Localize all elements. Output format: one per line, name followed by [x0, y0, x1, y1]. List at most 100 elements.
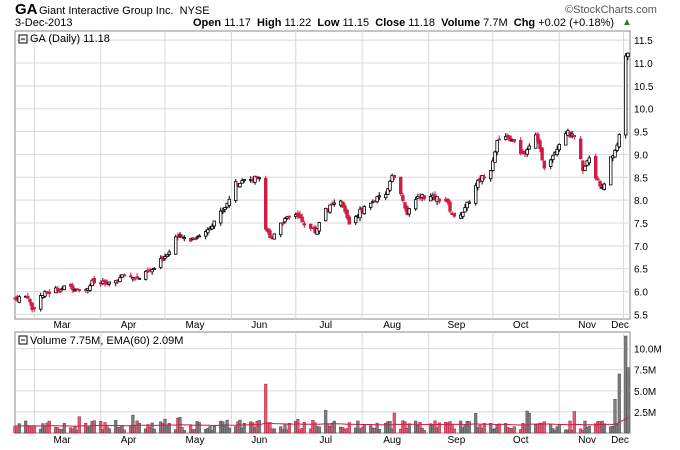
volume-panel: 2.5M 5.0M 7.5M 10.0M Volume 7.75M, EMA(60) … — [13, 331, 662, 434]
candle-body — [332, 202, 336, 205]
candle-body — [429, 195, 433, 202]
chg-value: +0.02 (+0.18%) — [538, 17, 615, 29]
volume-bar — [362, 423, 366, 434]
candle-body — [375, 196, 379, 203]
volume-bar — [324, 409, 328, 434]
candle-body — [137, 277, 141, 280]
volume-bar — [208, 426, 212, 434]
volume-bar — [512, 426, 516, 434]
volume-bar — [527, 412, 531, 434]
candle-body — [174, 236, 178, 255]
candle-body — [182, 237, 186, 240]
volume-bar — [403, 421, 407, 434]
candle-body — [463, 207, 467, 213]
volume-bar — [197, 422, 201, 434]
volume-legend-text: Volume 7.75M, EMA(60) 2.09M — [30, 335, 183, 347]
volume-bar — [73, 426, 77, 434]
close-label: Close — [375, 17, 406, 29]
high-label: High — [257, 17, 282, 29]
candle-body — [392, 174, 396, 178]
candle-body — [386, 188, 390, 195]
volume-bar — [392, 412, 396, 434]
volume-bar — [131, 414, 135, 434]
candle-body — [476, 179, 480, 188]
volume-label: Volume — [441, 17, 481, 29]
candle-body — [495, 140, 499, 153]
candle-body — [30, 302, 34, 310]
candle-body — [617, 134, 621, 148]
candle-body — [238, 183, 242, 188]
candle-body — [210, 225, 214, 230]
candle-body — [557, 143, 561, 151]
candle-body — [538, 140, 542, 150]
volume-y-tick-label: 2.5M — [634, 408, 656, 419]
candle-body — [602, 183, 606, 190]
volume-bar — [264, 383, 268, 434]
volume-bar — [268, 422, 272, 434]
candle-body — [69, 283, 73, 287]
volume-legend-swatch — [18, 335, 28, 345]
candle-body — [193, 238, 197, 241]
candle-body — [272, 233, 276, 240]
volume-y-tick-label: 10.0M — [634, 345, 662, 356]
candle-body — [422, 195, 426, 200]
volume-bar — [613, 399, 617, 434]
candle-body — [497, 138, 501, 141]
quote-bar: Open 11.17 High 11.22 Low 11.15 Close 11… — [193, 17, 614, 29]
price-y-tick-label: 8.0 — [634, 196, 648, 207]
price-y-tick-label: 9.5 — [634, 128, 648, 139]
price-x-tick-label: Nov — [578, 320, 596, 331]
price-y-tick-label: 6.0 — [634, 288, 648, 299]
candle-body — [227, 198, 231, 206]
candle-body — [615, 144, 619, 151]
volume-bar — [497, 423, 501, 434]
volume-bar — [242, 423, 246, 434]
candle-body — [624, 55, 628, 136]
candle-body — [204, 231, 208, 237]
stockcharts-credit[interactable]: ©StockCharts.com — [565, 4, 657, 16]
candle-body — [525, 149, 529, 155]
candle-body — [403, 202, 407, 209]
volume-bar — [114, 420, 118, 434]
candle-body — [354, 216, 358, 224]
candle-body — [437, 198, 441, 202]
volume-bar — [212, 425, 216, 434]
volume-grid — [15, 332, 630, 433]
price-plot-frame — [14, 30, 631, 320]
volume-bar — [474, 413, 478, 434]
price-y-tick-label: 6.5 — [634, 265, 648, 276]
candle-body — [133, 277, 137, 280]
volume-plot-frame — [14, 331, 631, 434]
candle-body — [414, 199, 418, 210]
volume-x-tick-label: Sep — [448, 435, 466, 446]
volume-bar — [418, 422, 422, 434]
price-y-tick-label: 7.0 — [634, 242, 648, 253]
price-y-tick-label: 7.5 — [634, 219, 648, 230]
volume-bar — [317, 426, 321, 434]
volume-bar — [433, 420, 437, 434]
candle-body — [540, 147, 544, 161]
volume-bar — [227, 427, 231, 434]
ema-line — [15, 417, 629, 427]
volume-bar — [150, 422, 154, 434]
candle-body — [219, 210, 223, 224]
volume-bar — [542, 421, 546, 434]
volume-bar — [332, 420, 336, 434]
exchange-label: NYSE — [179, 5, 210, 17]
candle-body — [343, 205, 347, 212]
price-x-tick-label: Jun — [251, 320, 267, 331]
candle-body — [234, 181, 238, 201]
chg-label: Chg — [513, 17, 536, 29]
candle-body — [549, 159, 553, 167]
candle-body — [298, 214, 302, 219]
volume-bar — [437, 422, 441, 434]
candle-body — [223, 207, 227, 210]
candle-body — [551, 155, 555, 160]
volume-bar — [568, 420, 572, 434]
volume-bar — [422, 430, 426, 434]
ticker-symbol: GA — [15, 1, 38, 18]
volume-bar — [17, 423, 21, 434]
candle-body — [178, 234, 182, 237]
volume-bar — [467, 421, 471, 434]
volume-bar — [32, 425, 36, 434]
